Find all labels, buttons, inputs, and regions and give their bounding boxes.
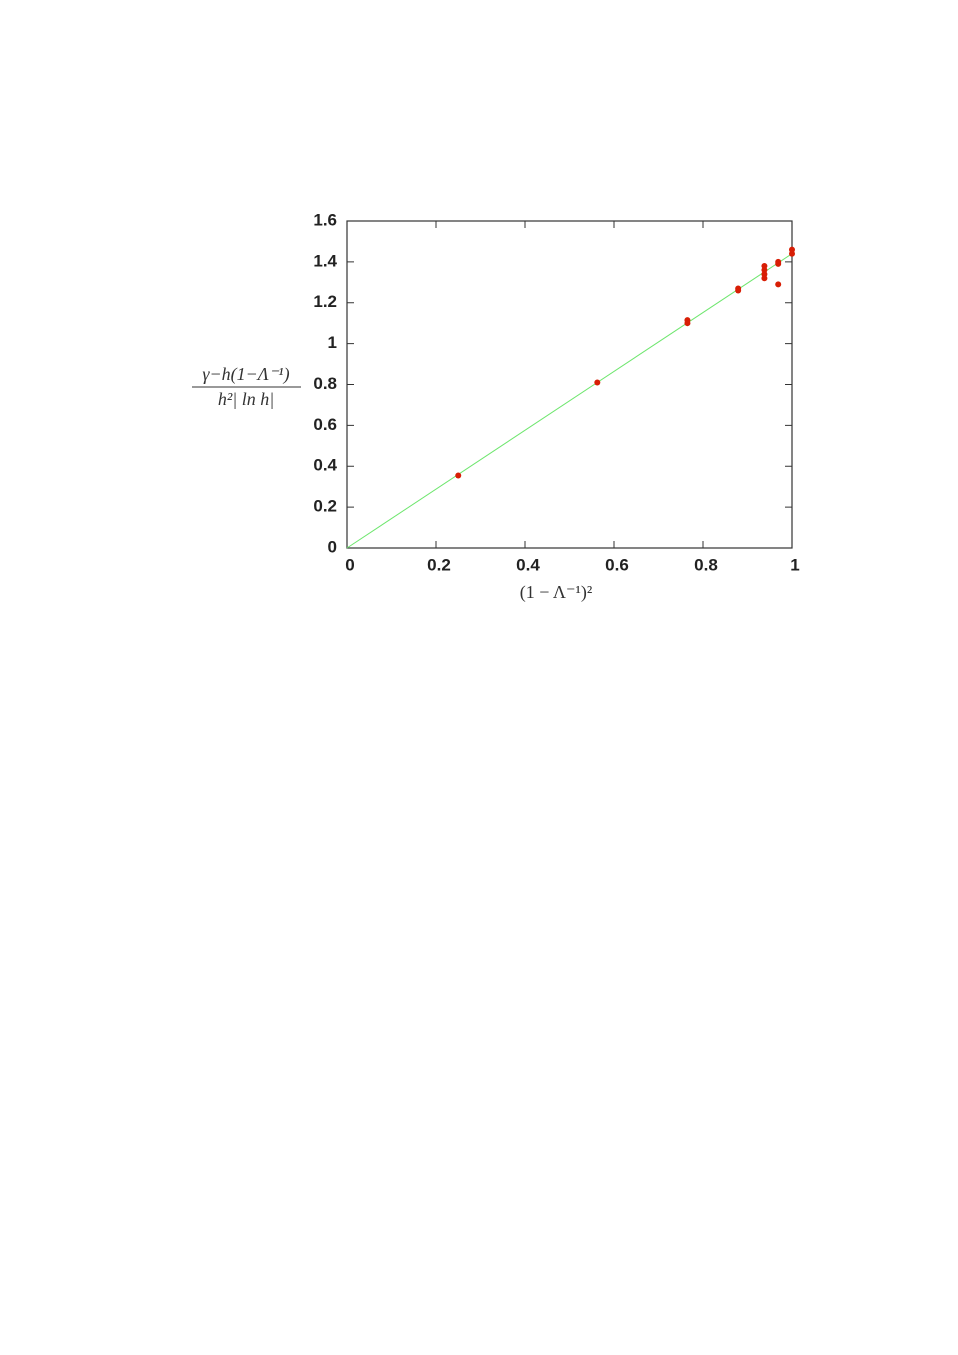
data-point [455,472,462,479]
y-label-denominator: h²| ln h| [218,389,274,409]
y-tick-label: 1.2 [313,292,337,311]
plot-frame [346,220,793,549]
y-tick-label: 0.2 [313,497,337,516]
x-tick-label: 0.8 [694,555,718,574]
data-point [775,258,782,265]
fit-line [346,253,793,549]
data-point [761,262,768,269]
y-tick-label: 1 [328,333,337,352]
x-label: (1 − Λ⁻¹)² [520,582,593,603]
x-tick-label: 0.6 [605,555,629,574]
x-tick-label: 0.4 [516,555,540,574]
y-tick-label: 0.6 [313,415,337,434]
x-tick-label: 1 [790,555,799,574]
data-point [789,246,795,253]
y-tick-label: 0.4 [313,456,337,475]
x-tick-label: 0 [345,555,354,574]
data-point [594,379,601,386]
y-label-numerator: γ−h(1−Λ⁻¹) [202,364,289,385]
y-tick-label: 1.6 [313,210,337,229]
y-tick-label: 1.4 [313,251,337,270]
y-tick-label: 0 [328,537,337,556]
x-tick-label: 0.2 [427,555,451,574]
data-point [775,281,782,288]
data-point [684,317,691,324]
data-point [735,285,742,292]
y-tick-label: 0.8 [313,374,337,393]
